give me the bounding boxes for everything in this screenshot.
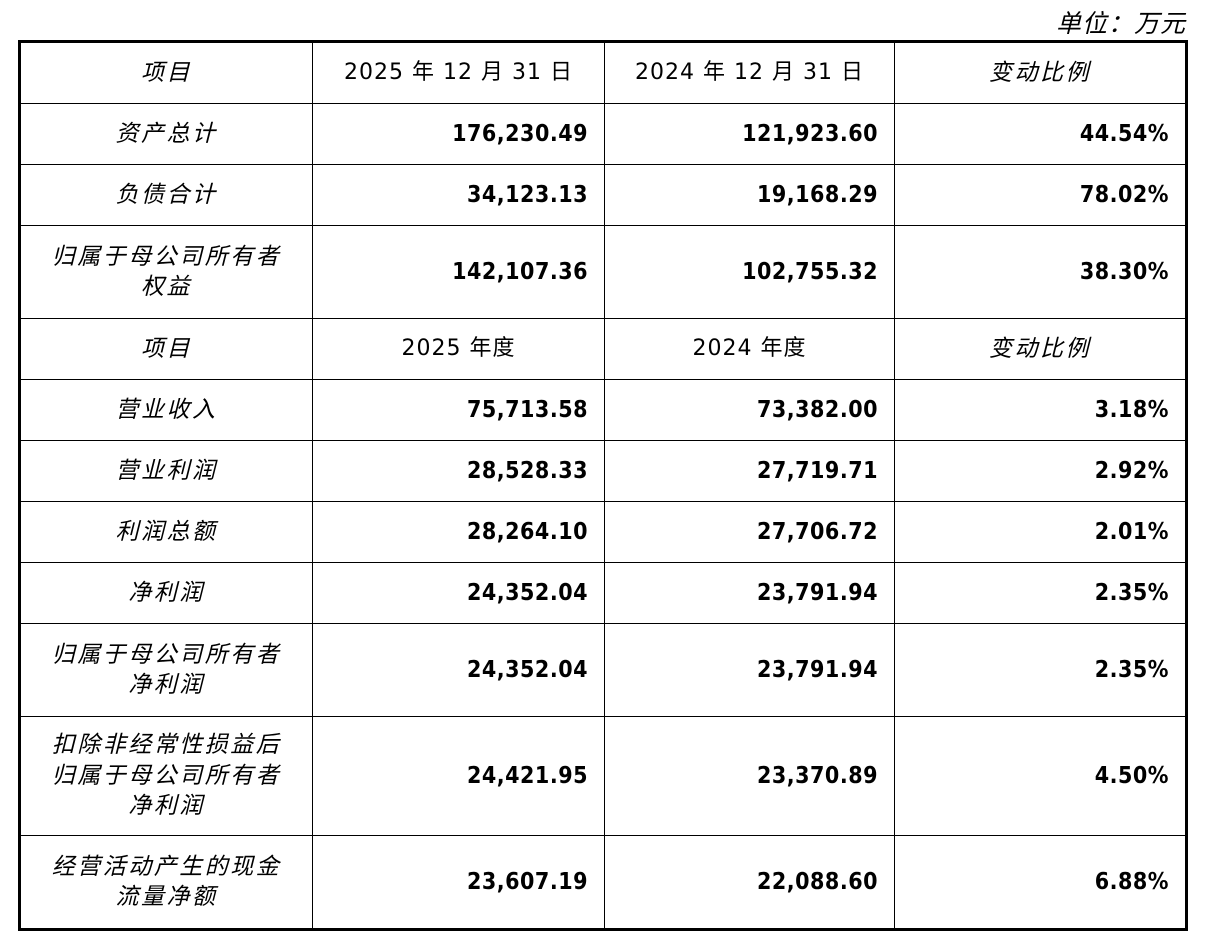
row-value-previous: 23,791.94	[604, 562, 895, 624]
row-value-current: 28,264.10	[312, 501, 605, 563]
row-value-previous: 27,719.71	[604, 440, 895, 502]
column-header-change-ratio: 变动比例	[894, 318, 1187, 380]
row-value-current: 23,607.19	[312, 835, 605, 930]
document-page: 单位：万元 项目 2025 年 12 月 31 日 2024 年 12 月 31…	[18, 11, 1188, 931]
table-row: 营业利润 28,528.33 27,719.71 2.92%	[19, 440, 1187, 502]
row-value-current: 24,352.04	[312, 562, 605, 624]
row-value-previous: 23,370.89	[604, 716, 895, 836]
column-header-previous-date: 2024 年 12 月 31 日	[604, 41, 895, 104]
column-header-previous-year: 2024 年度	[604, 318, 895, 380]
row-label-net-profit-excluding-nonrecurring: 扣除非经常性损益后 归属于母公司所有者 净利润	[19, 716, 313, 836]
row-value-current: 176,230.49	[312, 103, 605, 165]
table-header-row-income: 项目 2025 年度 2024 年度 变动比例	[19, 318, 1187, 380]
row-value-previous: 121,923.60	[604, 103, 895, 165]
row-label-net-profit: 净利润	[19, 562, 313, 624]
unit-caption: 单位：万元	[1055, 11, 1186, 38]
table-row: 利润总额 28,264.10 27,706.72 2.01%	[19, 501, 1187, 563]
table-row: 营业收入 75,713.58 73,382.00 3.18%	[19, 379, 1187, 441]
table-header-row-balance: 项目 2025 年 12 月 31 日 2024 年 12 月 31 日 变动比…	[19, 41, 1187, 104]
row-value-previous: 27,706.72	[604, 501, 895, 563]
row-label-total-assets: 资产总计	[19, 103, 313, 165]
row-value-current: 142,107.36	[312, 225, 605, 319]
row-value-change: 4.50%	[894, 716, 1187, 836]
row-value-change: 44.54%	[894, 103, 1187, 165]
row-value-current: 24,352.04	[312, 623, 605, 717]
row-label-total-profit: 利润总额	[19, 501, 313, 563]
row-label-net-operating-cash-flow: 经营活动产生的现金 流量净额	[19, 835, 313, 930]
row-value-previous: 22,088.60	[604, 835, 895, 930]
table-row: 负债合计 34,123.13 19,168.29 78.02%	[19, 164, 1187, 226]
row-value-current: 24,421.95	[312, 716, 605, 836]
column-header-item: 项目	[19, 318, 313, 380]
table-row: 扣除非经常性损益后 归属于母公司所有者 净利润 24,421.95 23,370…	[19, 716, 1187, 836]
column-header-current-date: 2025 年 12 月 31 日	[312, 41, 605, 104]
table-row: 资产总计 176,230.49 121,923.60 44.54%	[19, 103, 1187, 165]
table-row: 归属于母公司所有者 权益 142,107.36 102,755.32 38.30…	[19, 225, 1187, 319]
column-header-item: 项目	[19, 41, 313, 104]
row-value-change: 2.35%	[894, 562, 1187, 624]
row-value-previous: 73,382.00	[604, 379, 895, 441]
row-label-equity-attributable-to-parent: 归属于母公司所有者 权益	[19, 225, 313, 319]
row-value-change: 2.01%	[894, 501, 1187, 563]
row-value-current: 28,528.33	[312, 440, 605, 502]
row-value-current: 75,713.58	[312, 379, 605, 441]
column-header-current-year: 2025 年度	[312, 318, 605, 380]
column-header-change-ratio: 变动比例	[894, 41, 1187, 104]
row-value-change: 38.30%	[894, 225, 1187, 319]
table-row: 净利润 24,352.04 23,791.94 2.35%	[19, 562, 1187, 624]
row-value-change: 3.18%	[894, 379, 1187, 441]
row-label-operating-revenue: 营业收入	[19, 379, 313, 441]
row-value-change: 2.35%	[894, 623, 1187, 717]
table-row: 归属于母公司所有者 净利润 24,352.04 23,791.94 2.35%	[19, 623, 1187, 717]
row-value-previous: 102,755.32	[604, 225, 895, 319]
row-label-total-liabilities: 负债合计	[19, 164, 313, 226]
row-value-previous: 19,168.29	[604, 164, 895, 226]
row-value-previous: 23,791.94	[604, 623, 895, 717]
row-value-current: 34,123.13	[312, 164, 605, 226]
row-label-net-profit-attributable-to-parent: 归属于母公司所有者 净利润	[19, 623, 313, 717]
row-value-change: 2.92%	[894, 440, 1187, 502]
row-value-change: 78.02%	[894, 164, 1187, 226]
table-row: 经营活动产生的现金 流量净额 23,607.19 22,088.60 6.88%	[19, 835, 1187, 930]
financial-summary-table: 项目 2025 年 12 月 31 日 2024 年 12 月 31 日 变动比…	[18, 40, 1188, 931]
row-label-operating-profit: 营业利润	[19, 440, 313, 502]
row-value-change: 6.88%	[894, 835, 1187, 930]
